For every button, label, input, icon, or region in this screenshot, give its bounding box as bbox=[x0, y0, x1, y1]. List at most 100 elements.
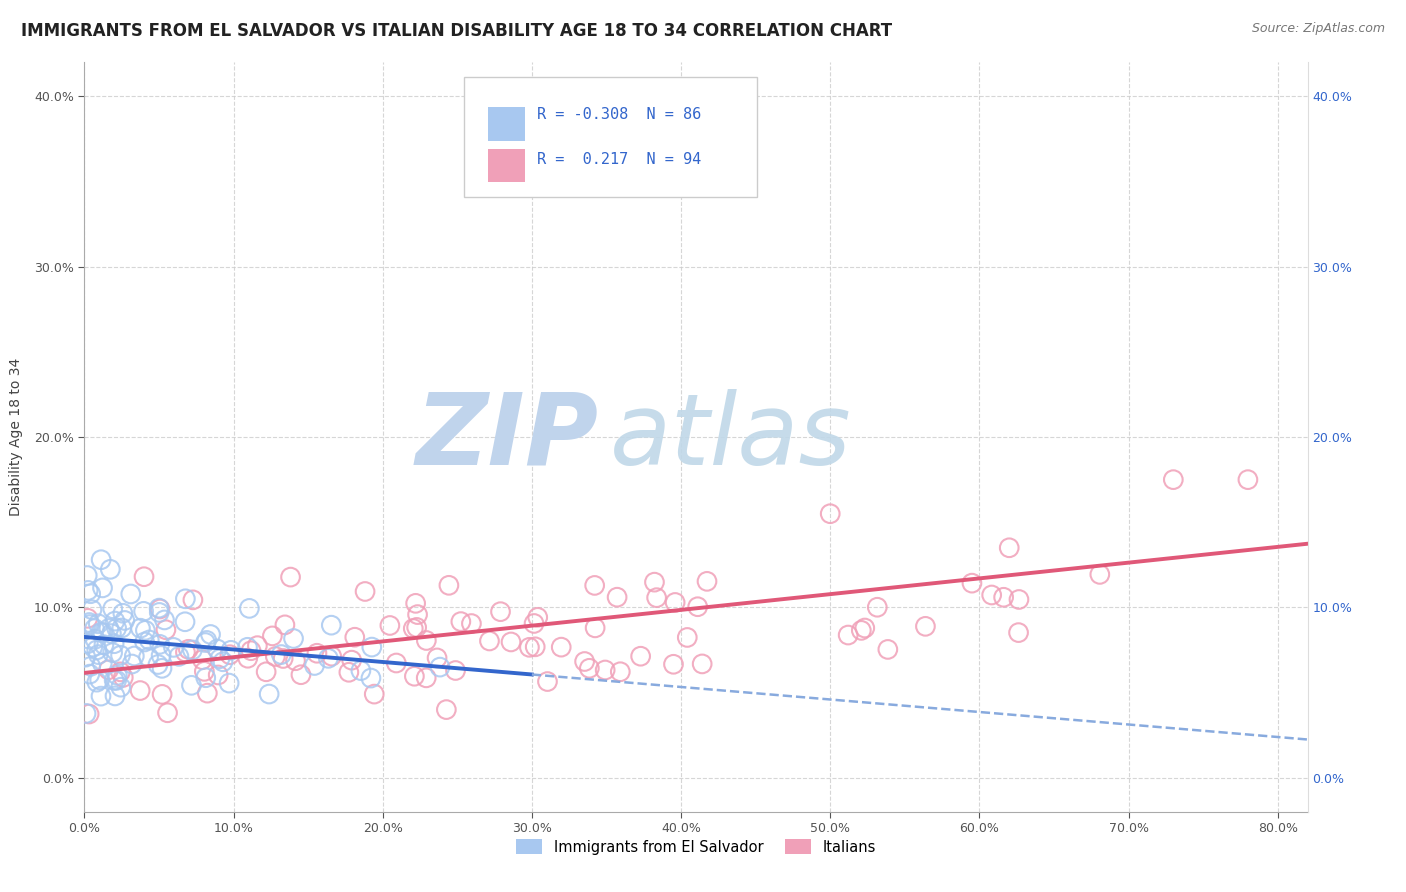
Point bbox=[583, 621, 606, 635]
Point bbox=[415, 633, 437, 648]
Point bbox=[174, 615, 197, 629]
Point bbox=[146, 657, 169, 672]
Point bbox=[993, 591, 1015, 605]
Point bbox=[104, 614, 127, 628]
Point bbox=[148, 601, 170, 615]
Point bbox=[240, 643, 263, 657]
Point bbox=[83, 622, 105, 636]
Point bbox=[1237, 473, 1260, 487]
Point bbox=[274, 618, 297, 632]
Point bbox=[111, 607, 134, 621]
Point bbox=[583, 578, 606, 592]
Point bbox=[696, 574, 718, 589]
Point bbox=[340, 653, 363, 667]
Point bbox=[150, 648, 173, 663]
Point bbox=[77, 583, 100, 598]
Point bbox=[337, 665, 360, 680]
Point bbox=[80, 659, 103, 673]
Point bbox=[837, 628, 859, 642]
Point bbox=[194, 635, 217, 649]
Point bbox=[120, 587, 142, 601]
Point bbox=[129, 683, 152, 698]
Point bbox=[79, 667, 101, 681]
Point bbox=[405, 596, 427, 610]
Point bbox=[519, 640, 541, 655]
Point bbox=[690, 657, 713, 671]
Legend: Immigrants from El Salvador, Italians: Immigrants from El Salvador, Italians bbox=[510, 833, 882, 861]
Point bbox=[429, 660, 451, 674]
Point bbox=[219, 643, 242, 657]
Point bbox=[132, 604, 155, 618]
Point bbox=[105, 673, 128, 688]
Point bbox=[79, 617, 101, 632]
Point bbox=[645, 591, 668, 605]
Point bbox=[405, 620, 427, 634]
Point bbox=[866, 600, 889, 615]
Point bbox=[114, 614, 136, 628]
Point bbox=[153, 613, 176, 627]
Text: atlas: atlas bbox=[610, 389, 852, 485]
Point bbox=[87, 648, 110, 662]
Point bbox=[818, 507, 841, 521]
Point bbox=[593, 663, 616, 677]
Point bbox=[980, 588, 1002, 602]
Point bbox=[75, 706, 97, 721]
Point bbox=[550, 640, 572, 654]
Text: R = -0.308  N = 86: R = -0.308 N = 86 bbox=[537, 107, 702, 122]
Point bbox=[103, 637, 125, 651]
Point bbox=[444, 664, 467, 678]
Point bbox=[499, 635, 522, 649]
Point bbox=[1088, 567, 1111, 582]
Text: Source: ZipAtlas.com: Source: ZipAtlas.com bbox=[1251, 22, 1385, 36]
Point bbox=[270, 648, 292, 662]
Point bbox=[181, 592, 204, 607]
Point bbox=[1008, 592, 1031, 607]
Point bbox=[129, 621, 152, 635]
Point bbox=[193, 665, 215, 679]
Point bbox=[402, 622, 425, 636]
Point bbox=[86, 675, 108, 690]
Point bbox=[406, 607, 429, 622]
Point bbox=[132, 570, 155, 584]
Point bbox=[181, 643, 204, 657]
Point bbox=[574, 655, 596, 669]
Point bbox=[1163, 473, 1185, 487]
Point bbox=[257, 687, 280, 701]
Point bbox=[134, 635, 156, 649]
Point bbox=[385, 656, 408, 670]
Point bbox=[111, 621, 134, 635]
Point bbox=[321, 618, 343, 632]
Point bbox=[876, 642, 898, 657]
Point bbox=[450, 615, 472, 629]
Point bbox=[76, 611, 98, 625]
Point bbox=[112, 670, 135, 684]
Point bbox=[404, 669, 426, 683]
Point bbox=[489, 605, 512, 619]
Point bbox=[105, 668, 128, 682]
Point bbox=[219, 648, 242, 662]
Point bbox=[914, 619, 936, 633]
Point bbox=[360, 640, 382, 654]
Bar bbox=[488, 107, 524, 141]
Point bbox=[138, 632, 160, 647]
Point bbox=[523, 616, 546, 631]
Point bbox=[101, 646, 124, 660]
Point bbox=[87, 616, 110, 631]
Point bbox=[318, 651, 340, 665]
Point bbox=[89, 673, 111, 687]
Point bbox=[97, 663, 120, 677]
Point bbox=[960, 576, 983, 591]
FancyBboxPatch shape bbox=[464, 78, 758, 197]
Point bbox=[167, 649, 190, 664]
Point bbox=[77, 615, 100, 630]
Point bbox=[104, 689, 127, 703]
Point bbox=[321, 649, 343, 664]
Point bbox=[103, 673, 125, 688]
Point bbox=[162, 640, 184, 655]
Point bbox=[208, 651, 231, 665]
Point bbox=[264, 649, 287, 664]
Text: R =  0.217  N = 94: R = 0.217 N = 94 bbox=[537, 153, 702, 168]
Point bbox=[86, 643, 108, 657]
Point bbox=[124, 648, 146, 663]
Point bbox=[236, 651, 259, 665]
